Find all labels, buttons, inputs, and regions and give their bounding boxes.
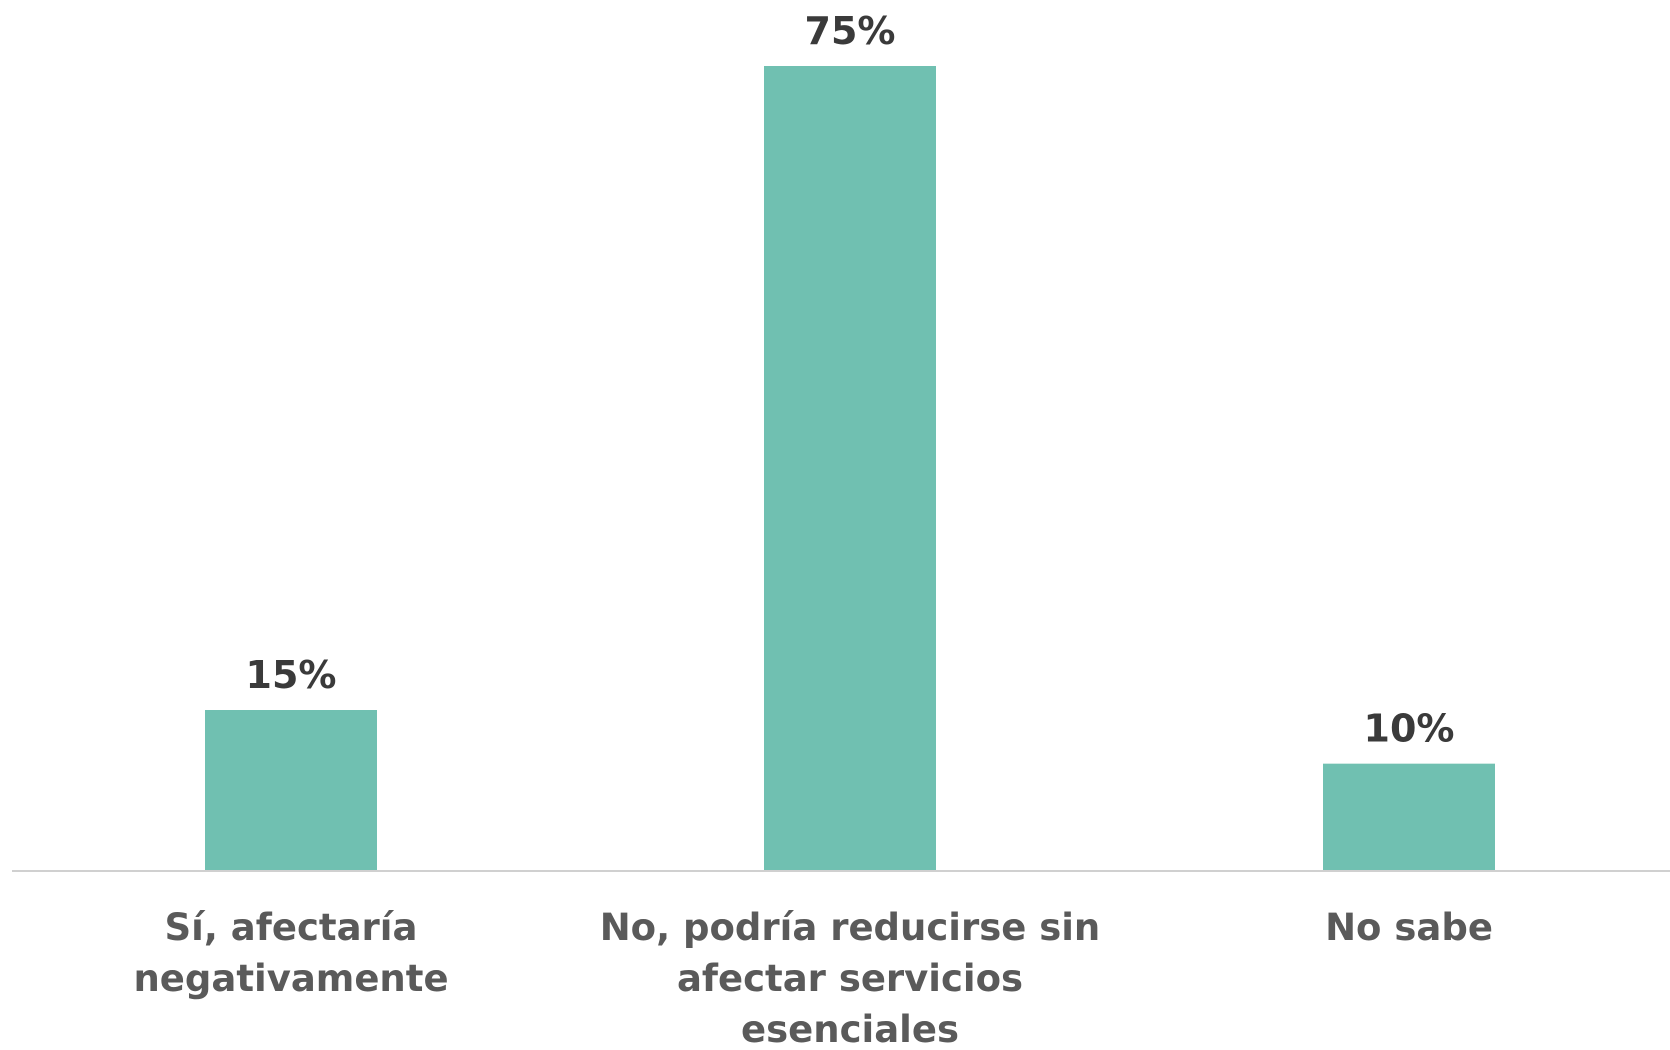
- data-label-1: 15%: [246, 653, 337, 697]
- labels-layer: 15% Sí, afectaría negativamente 75% No, podr…: [133, 9, 1492, 1050]
- bar-2: [764, 66, 936, 871]
- category-label-line: No sabe: [1325, 906, 1493, 949]
- category-label-1: Sí, afectaría negativamente: [133, 906, 448, 1000]
- bar-3: [1323, 763, 1495, 871]
- data-label-2: 75%: [805, 9, 896, 53]
- category-label-line: Sí, afectaría: [165, 906, 418, 949]
- category-label-line: No, podría reducirse sin: [600, 906, 1101, 949]
- category-label-3: No sabe: [1325, 906, 1493, 949]
- data-label-3: 10%: [1364, 707, 1455, 751]
- category-label-line: afectar servicios: [677, 957, 1023, 1000]
- category-label-line: negativamente: [133, 957, 448, 1000]
- bar-1: [205, 710, 377, 871]
- category-label-2: No, podría reducirse sin afectar servicio…: [600, 906, 1101, 1050]
- bars-layer: [205, 66, 1495, 871]
- category-label-line: esenciales: [741, 1008, 959, 1050]
